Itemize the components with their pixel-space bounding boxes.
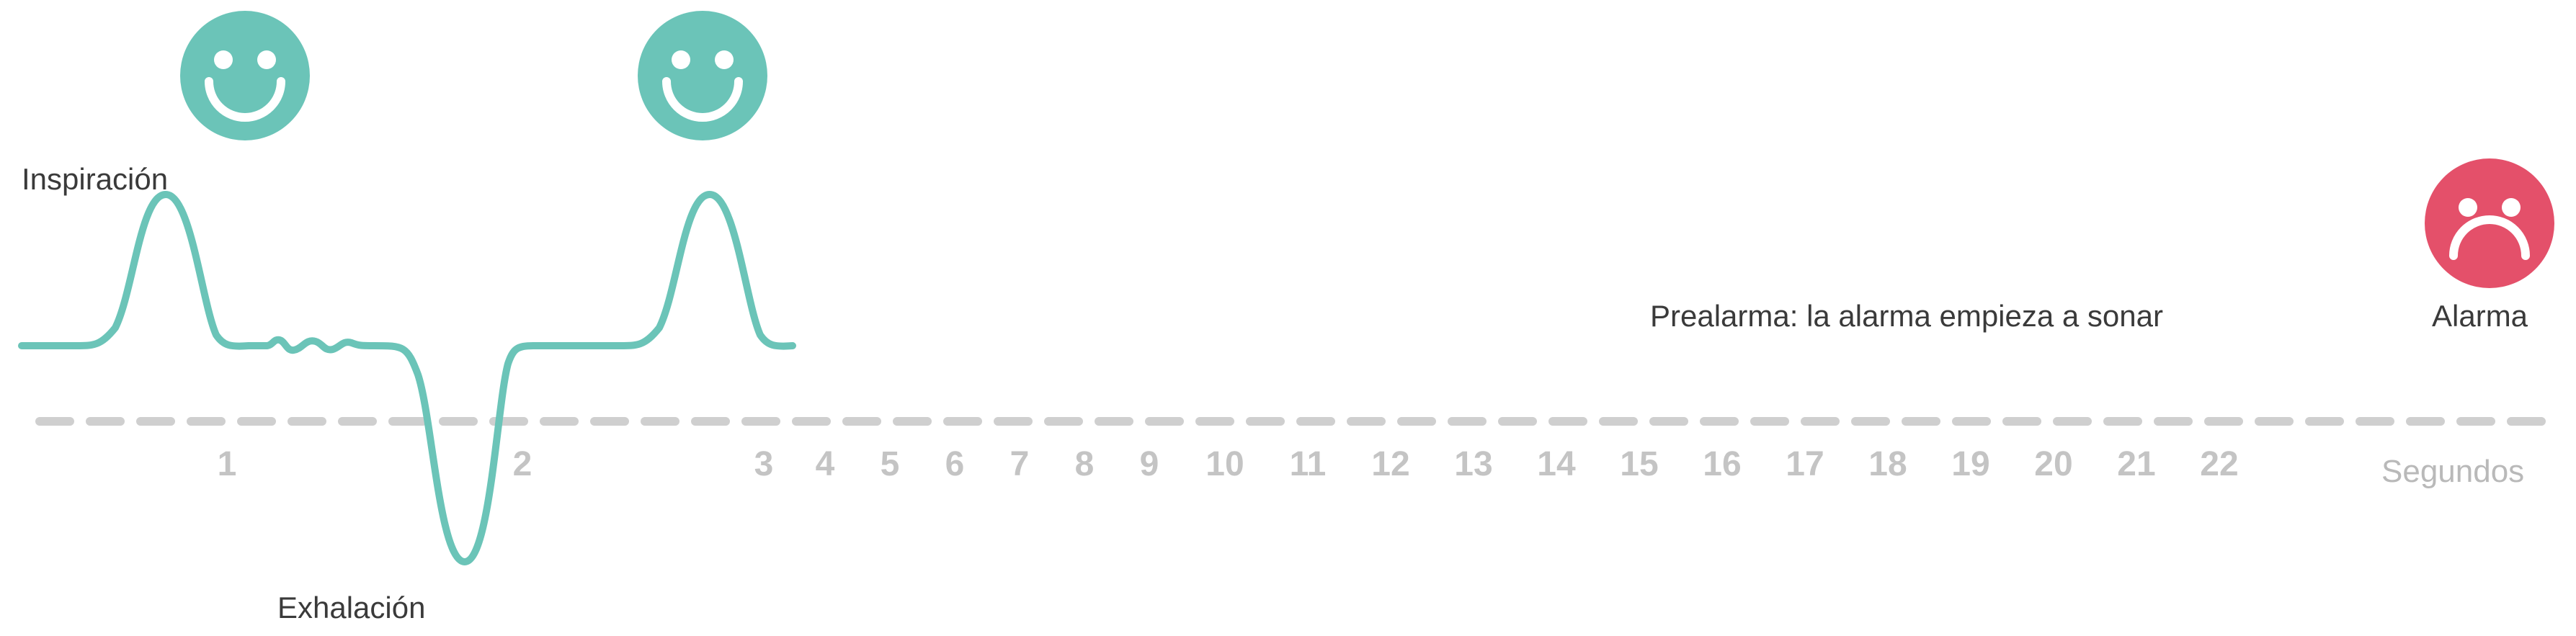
label-inspiration: Inspiración xyxy=(22,162,168,197)
axis-tick-label: 2 xyxy=(513,445,532,483)
axis-tick-label: 10 xyxy=(1205,445,1244,483)
chart-svg: 12345678910111213141516171819202122 xyxy=(0,0,2576,636)
sad-face-icon xyxy=(2425,158,2554,288)
axis-tick-label: 3 xyxy=(754,445,774,483)
axis-tick-label: 13 xyxy=(1454,445,1492,483)
axis-tick-label: 14 xyxy=(1537,445,1576,483)
axis-tick-label: 17 xyxy=(1786,445,1824,483)
happy-face-icon xyxy=(180,11,310,140)
axis-tick-label: 11 xyxy=(1290,445,1327,483)
breathing-alarm-chart: 12345678910111213141516171819202122 Insp… xyxy=(0,0,2576,636)
axis-tick-label: 19 xyxy=(1951,445,1989,483)
axis-tick-label: 16 xyxy=(1703,445,1741,483)
axis-tick-label: 22 xyxy=(2200,445,2238,483)
axis-tick-label: 12 xyxy=(1371,445,1409,483)
label-seconds: Segundos xyxy=(2381,454,2524,490)
axis-tick-label: 9 xyxy=(1140,445,1159,483)
breathing-waveform xyxy=(76,194,793,562)
axis-tick-label: 15 xyxy=(1620,445,1658,483)
axis-tick-label: 21 xyxy=(2117,445,2155,483)
axis-tick-label: 20 xyxy=(2034,445,2072,483)
axis-tick-label: 7 xyxy=(1010,445,1030,483)
axis-tick-label: 1 xyxy=(218,445,237,483)
label-exhalation: Exhalación xyxy=(277,591,425,625)
axis-tick-label: 4 xyxy=(816,445,835,483)
axis-tick-label: 8 xyxy=(1075,445,1095,483)
label-alarm: Alarma xyxy=(2432,299,2528,333)
happy-face-icon xyxy=(638,11,767,140)
axis-tick-label: 18 xyxy=(1868,445,1907,483)
axis-tick-label: 5 xyxy=(881,445,900,483)
axis-tick-label: 6 xyxy=(945,445,965,483)
label-prealarm: Prealarma: la alarma empieza a sonar xyxy=(1650,299,2163,333)
